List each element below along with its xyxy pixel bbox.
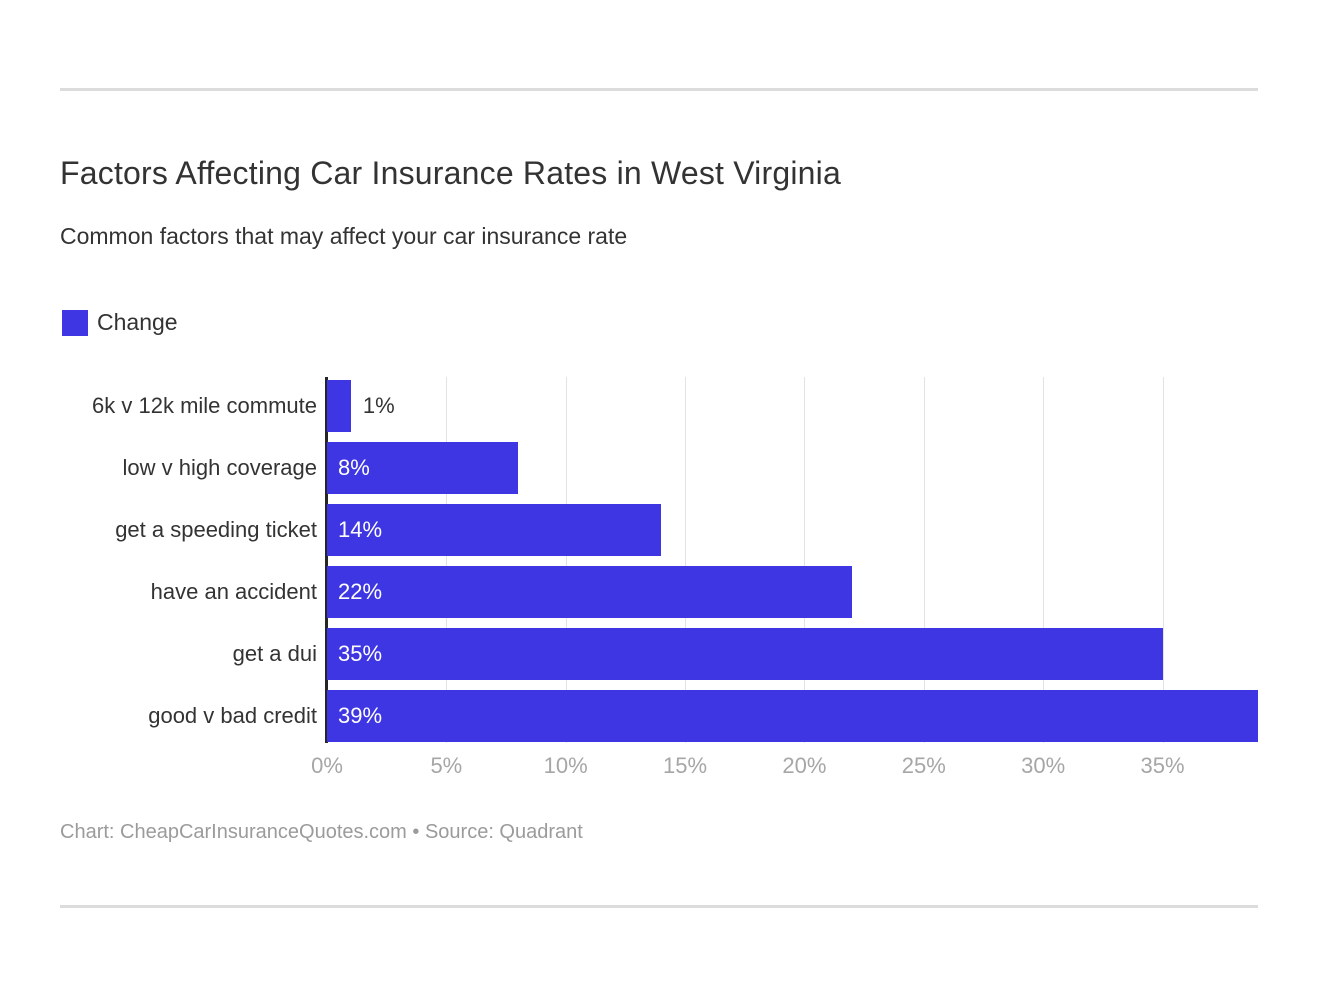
bar-chart: 6k v 12k mile commute 1% low v high covera… bbox=[60, 377, 1258, 790]
bar: 22% bbox=[327, 566, 853, 618]
x-tick-label: 15% bbox=[663, 753, 708, 778]
bar: 14% bbox=[327, 504, 662, 556]
chart-row: have an accident 22% bbox=[60, 566, 1258, 628]
x-tick-label: 35% bbox=[1140, 753, 1185, 778]
category-label: get a speeding ticket bbox=[115, 517, 317, 542]
value-label: 8% bbox=[338, 455, 370, 480]
chart-row: 6k v 12k mile commute 1% bbox=[60, 380, 1258, 442]
chart-row: get a dui 35% bbox=[60, 628, 1258, 690]
chart-row: low v high coverage 8% bbox=[60, 442, 1258, 504]
legend-label: Change bbox=[97, 309, 178, 335]
value-label: 1% bbox=[362, 393, 395, 418]
chart-subtitle: Common factors that may affect your car … bbox=[60, 223, 628, 249]
category-label: good v bad credit bbox=[148, 703, 317, 728]
value-label: 22% bbox=[338, 579, 383, 604]
value-label: 39% bbox=[338, 703, 383, 728]
chart-row: good v bad credit 39% bbox=[60, 690, 1258, 752]
bar-track: 35% bbox=[327, 628, 1258, 680]
bar-track: 22% bbox=[327, 566, 1258, 618]
chart-title: Factors Affecting Car Insurance Rates in… bbox=[60, 155, 841, 191]
bar-track: 14% bbox=[327, 504, 1258, 556]
bar: 39% bbox=[327, 690, 1258, 742]
x-tick-label: 30% bbox=[1021, 753, 1066, 778]
category-label: have an accident bbox=[150, 579, 317, 604]
chart-rows: 6k v 12k mile commute 1% low v high covera… bbox=[60, 380, 1258, 752]
chart-row: get a speeding ticket 14% bbox=[60, 504, 1258, 566]
value-label: 35% bbox=[338, 641, 383, 666]
x-tick-label: 0% bbox=[311, 753, 343, 778]
category-label: low v high coverage bbox=[122, 455, 317, 480]
x-tick-label: 20% bbox=[782, 753, 827, 778]
source-note: Chart: CheapCarInsuranceQuotes.com • Sou… bbox=[60, 821, 583, 843]
top-divider bbox=[60, 88, 1258, 91]
bar-track: 8% bbox=[327, 442, 1258, 494]
legend: Change bbox=[62, 309, 178, 336]
category-label: 6k v 12k mile commute bbox=[92, 393, 317, 418]
bar-track: 1% bbox=[327, 380, 1258, 432]
value-label: 14% bbox=[338, 517, 383, 542]
x-axis-ticks: 0% 5% 10% 15% 20% 25% 30% 35% bbox=[311, 753, 1258, 783]
bar: 1% bbox=[327, 380, 395, 432]
x-tick-label: 25% bbox=[901, 753, 946, 778]
x-tick-label: 5% bbox=[430, 753, 463, 778]
category-label: get a dui bbox=[232, 641, 317, 666]
bar: 8% bbox=[327, 442, 518, 494]
bar-track: 39% bbox=[327, 690, 1258, 742]
x-tick-label: 10% bbox=[543, 753, 588, 778]
bar: 35% bbox=[327, 628, 1163, 680]
legend-swatch-icon bbox=[62, 309, 88, 336]
bottom-divider bbox=[60, 905, 1258, 908]
